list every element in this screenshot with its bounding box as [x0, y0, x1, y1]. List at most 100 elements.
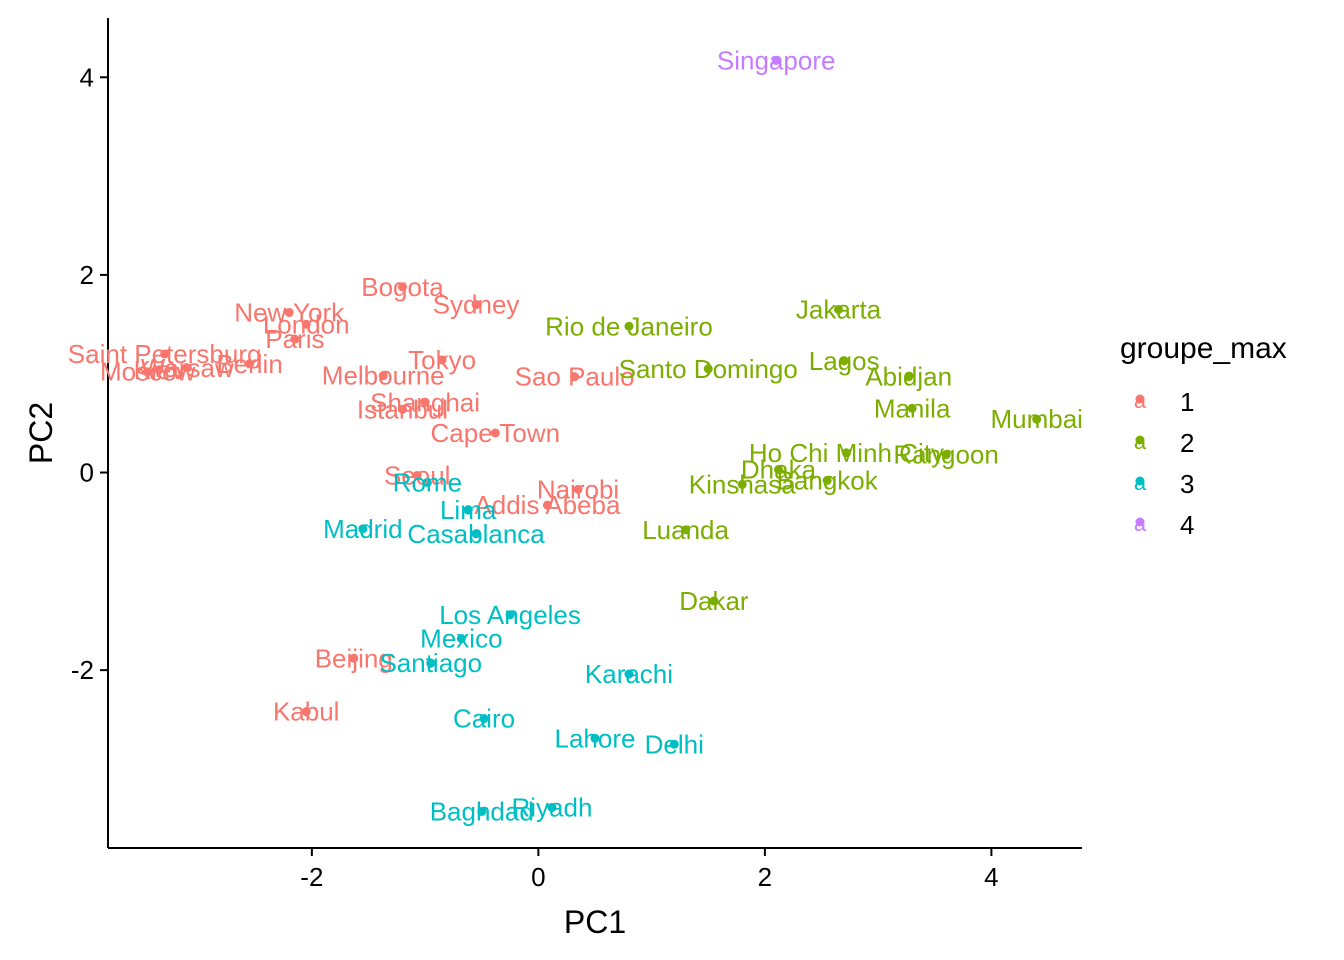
data-point	[426, 658, 436, 668]
legend-key-glyph: a	[1134, 511, 1147, 536]
point-label: Madrid	[323, 514, 402, 544]
data-point	[681, 525, 691, 535]
data-point	[420, 397, 430, 407]
point-label: Paris	[265, 324, 324, 354]
point-label: Tokyo	[408, 345, 476, 375]
data-point	[182, 363, 192, 373]
data-point	[737, 479, 747, 489]
point-label: Lagos	[809, 346, 880, 376]
data-point	[505, 610, 515, 620]
point-label: Shanghai	[370, 387, 480, 417]
point-label: Manila	[874, 393, 951, 423]
data-point	[709, 596, 719, 606]
point-label: Rome	[393, 467, 462, 497]
point-label: Lahore	[555, 723, 636, 753]
point-label: Ho Chi Minh City	[749, 438, 944, 468]
point-label: Bangkok	[777, 465, 879, 495]
x-tick-label: 2	[758, 862, 772, 892]
data-point	[542, 500, 552, 510]
data-point	[703, 364, 713, 374]
point-label: Sydney	[433, 290, 520, 320]
data-point	[941, 450, 951, 460]
x-axis-ticks: -2 0 2 4	[300, 848, 999, 892]
y-tick-label: 4	[80, 62, 94, 92]
point-label: Santo Domingo	[619, 354, 798, 384]
data-point	[471, 529, 481, 539]
data-point	[907, 403, 917, 413]
data-point	[479, 714, 489, 724]
legend-label: 3	[1180, 469, 1194, 499]
data-point	[301, 319, 311, 329]
point-label: Singapore	[717, 45, 836, 75]
data-point	[437, 355, 447, 365]
data-point	[547, 802, 557, 812]
point-label: Rio de Janeiro	[545, 311, 713, 341]
point-label: Baghdad	[430, 796, 534, 826]
point-label: Lima	[440, 495, 497, 525]
data-point	[378, 371, 388, 381]
data-point	[358, 524, 368, 534]
point-label: Kiev	[134, 355, 185, 385]
data-point	[397, 282, 407, 292]
data-point	[143, 367, 153, 377]
point-label: Dhaka	[741, 455, 817, 485]
point-label: Warsaw	[141, 353, 234, 383]
legend-label: 1	[1180, 387, 1194, 417]
data-point	[301, 707, 311, 717]
data-point	[669, 739, 679, 749]
data-point	[471, 300, 481, 310]
legend-label: 2	[1180, 428, 1194, 458]
data-point	[456, 634, 466, 644]
data-point	[590, 733, 600, 743]
point-label: Berlin	[216, 349, 282, 379]
data-point	[290, 334, 300, 344]
point-label: Moscow	[100, 357, 196, 387]
point-label: Delhi	[645, 729, 704, 759]
data-point	[154, 365, 164, 375]
axes: -2 0 2 4 -2 0 2 4 PC1 PC2	[23, 18, 1082, 940]
x-axis-title: PC1	[564, 904, 626, 940]
point-label: Addis Abeba	[474, 490, 621, 520]
data-point	[477, 806, 487, 816]
data-point	[624, 669, 634, 679]
data-point	[1032, 414, 1042, 424]
point-label: Nairobi	[537, 474, 619, 504]
point-label: Mexico	[420, 624, 502, 654]
data-point	[771, 55, 781, 65]
data-point	[349, 653, 359, 663]
point-label: Istanbul	[357, 394, 448, 424]
data-point	[822, 475, 832, 485]
data-point	[463, 505, 473, 515]
point-label: Dakar	[679, 586, 749, 616]
data-point	[412, 470, 422, 480]
point-label: Casablanca	[407, 519, 545, 549]
point-label: Jakarta	[796, 294, 882, 324]
legend-key-point	[1135, 394, 1145, 404]
data-point	[904, 372, 914, 382]
data-point	[160, 349, 170, 359]
point-label: Santiago	[379, 648, 482, 678]
legend-key-glyph: a	[1134, 470, 1147, 495]
y-axis-title: PC2	[23, 402, 59, 464]
point-label: New York	[234, 297, 345, 327]
data-point	[490, 428, 500, 438]
data-point	[773, 465, 783, 475]
data-point	[245, 359, 255, 369]
legend-title: groupe_max	[1120, 332, 1287, 365]
legend-label: 4	[1180, 510, 1194, 540]
point-label: Sao Paulo	[515, 362, 635, 392]
x-tick-label: 0	[531, 862, 545, 892]
point-label: Cape Town	[431, 418, 561, 448]
point-label: Seoul	[384, 460, 451, 490]
data-point	[834, 304, 843, 314]
data-points	[143, 55, 1042, 816]
data-point	[573, 484, 583, 494]
data-point	[284, 307, 294, 317]
legend-key-point	[1135, 517, 1145, 527]
point-label: Abidjan	[865, 362, 952, 392]
legend-items: a 1a 2a 3a 4	[1134, 387, 1195, 540]
